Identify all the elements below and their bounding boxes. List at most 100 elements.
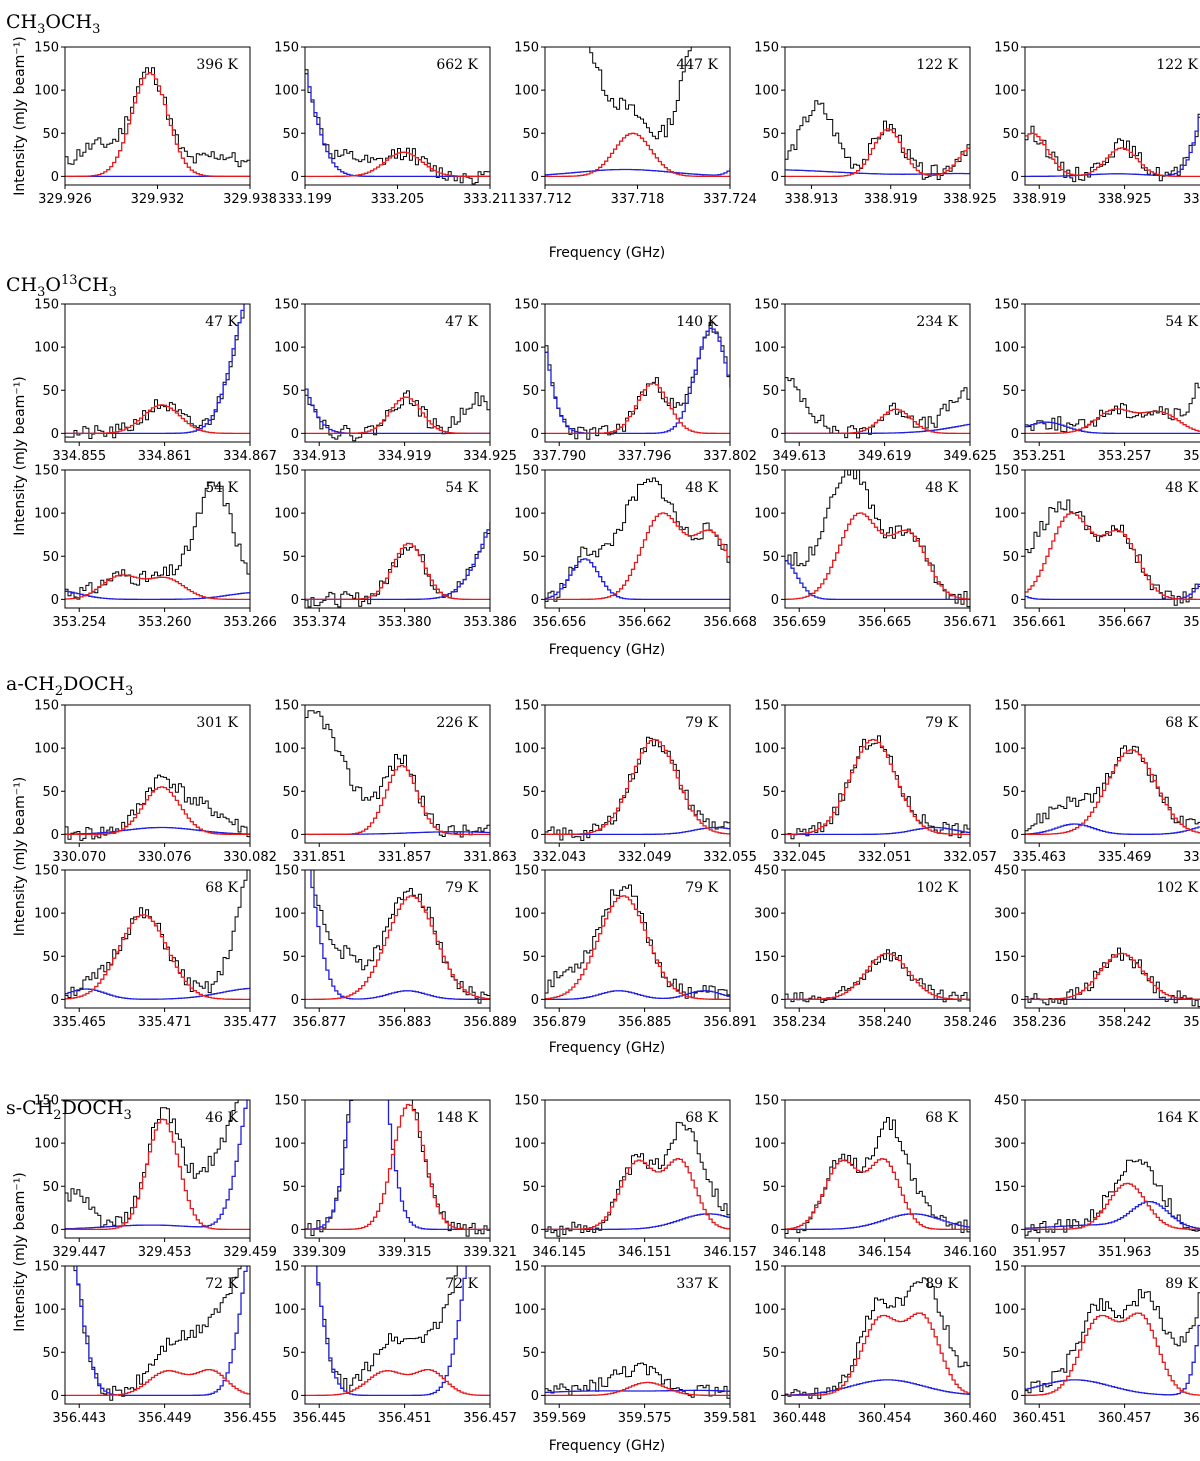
curves [785,100,970,180]
spectrum-panel: 0 50 100 150 356.877 356.883 356.889 79 K [274,864,517,1031]
y-tick-label: 0 [771,427,779,442]
blend-model [785,169,970,175]
blend-model [545,327,730,435]
y-tick-label: 100 [514,742,539,757]
panel-row: 0 50 100 150 353.254 353.260 353.266 54 K 0 50 100… [34,464,1200,630]
x-tick-label: 346.160 [943,1245,997,1260]
spectrum-panel: 0 50 100 150 335.465 335.471 335.477 68 K [34,864,277,1031]
spectrum-panel: 0 50 100 150 331.851 331.857 331.863 226 K [274,699,517,866]
upper-energy-label: 396 K [196,57,238,73]
x-tick-label: 356.457 [463,1411,517,1426]
x-tick-label: 335.463 [1012,850,1066,865]
y-tick-label: 150 [274,1094,299,1109]
axes-frame [784,303,971,443]
observed-spectrum [65,1100,239,1228]
observed-spectrum [305,710,490,838]
y-axis-label: Intensity (mJy beam⁻¹) [12,36,28,196]
x-tick-label: 346.145 [532,1245,586,1260]
y-tick-label: 100 [514,84,539,99]
species-title: CH3OCH3 [6,11,100,37]
curves [1025,499,1200,606]
curves [785,470,970,608]
x-tick-label: 351.957 [1012,1245,1066,1260]
y-tick-label: 150 [274,864,299,879]
observed-spectrum [305,1100,490,1237]
observed-spectrum [1025,382,1200,433]
fit-model [305,764,490,836]
x-tick-label: 356.656 [532,615,586,630]
fit-model [545,382,730,435]
fit-model [785,738,970,836]
x-tick-label: 360.460 [943,1411,997,1426]
y-tick-label: 100 [274,507,299,522]
curves [305,520,490,608]
y-tick-label: 150 [34,298,59,313]
y-tick-label: 50 [42,550,59,565]
x-tick-label: 329.932 [131,192,185,207]
spectrum-panel: 0 50 100 150 349.613 349.619 349.625 234 K [754,298,997,465]
x-tick-label: 337.790 [532,449,586,464]
y-tick-label: 150 [994,950,1019,965]
x-tick-label: 358.246 [943,1015,997,1030]
x-tick-label: 360.451 [1012,1411,1066,1426]
y-tick-label: 0 [51,427,59,442]
y-tick-label: 0 [51,1223,59,1238]
x-tick-label: 329.447 [52,1245,106,1260]
y-tick-label: 100 [34,742,59,757]
x-tick-label: 358.240 [858,1015,912,1030]
curves [65,1100,250,1231]
y-tick-label: 0 [531,993,539,1008]
y-tick-label: 0 [531,1389,539,1404]
curves [305,1100,490,1237]
axes-frame [304,1099,491,1239]
x-tick-label: 359.569 [532,1411,586,1426]
panel-row: CH3OCH3 0 50 100 150 329.926 329.932 329.938 396… [6,11,1200,207]
y-tick-label: 100 [34,1137,59,1152]
y-tick-label: 150 [754,950,779,965]
x-tick-label: 334.855 [52,449,106,464]
y-tick-label: 150 [274,699,299,714]
spectrum-panel: 0 50 100 150 335.463 335.469 335.475 68 K [994,699,1200,865]
blend-model [545,167,730,176]
y-tick-label: 50 [282,785,299,800]
x-tick-label: 332.045 [772,850,826,865]
blend-model [545,1213,730,1231]
axes-frame [64,1265,251,1405]
y-tick-label: 50 [522,1346,539,1361]
y-tick-label: 0 [291,593,299,608]
y-tick-label: 150 [514,1094,539,1109]
y-tick-label: 0 [771,1389,779,1404]
x-tick-label: 353.254 [52,615,106,630]
upper-energy-label: 54 K [445,480,478,496]
observed-spectrum [1025,1289,1200,1394]
y-tick-label: 0 [771,593,779,608]
spectrum-panel: 0 50 100 150 356.879 356.885 356.891 79 K [514,864,757,1031]
axes-frame [1024,869,1200,1009]
observed-spectrum [65,304,245,439]
y-tick-label: 50 [522,785,539,800]
y-tick-label: 100 [994,1303,1019,1318]
upper-energy-label: 102 K [1156,880,1198,896]
x-tick-label: 330.076 [138,850,192,865]
observed-spectrum [73,1266,242,1401]
observed-spectrum [313,870,490,1004]
spectrum-panel: 0 50 100 150 360.448 360.454 360.460 89 K [754,1260,997,1427]
x-tick-label: 356.879 [532,1015,586,1030]
x-tick-label: 334.867 [223,449,277,464]
blend-model [545,558,730,601]
x-tick-label: 353.380 [378,615,432,630]
upper-energy-label: 54 K [205,480,238,496]
spectrum-panel: 0 50 100 150 346.148 346.154 346.160 68 K [754,1094,997,1261]
y-tick-label: 150 [994,699,1019,714]
y-tick-label: 0 [1011,993,1019,1008]
axes-frame [1024,1265,1200,1405]
blend-model [1025,421,1200,435]
x-tick-label: 356.889 [463,1015,517,1030]
y-tick-label: 150 [34,41,59,56]
y-tick-label: 50 [42,127,59,142]
upper-energy-label: 662 K [436,57,478,73]
x-tick-label: 358.242 [1098,1015,1152,1030]
curves [785,1117,970,1234]
x-tick-label: 356.668 [703,615,757,630]
